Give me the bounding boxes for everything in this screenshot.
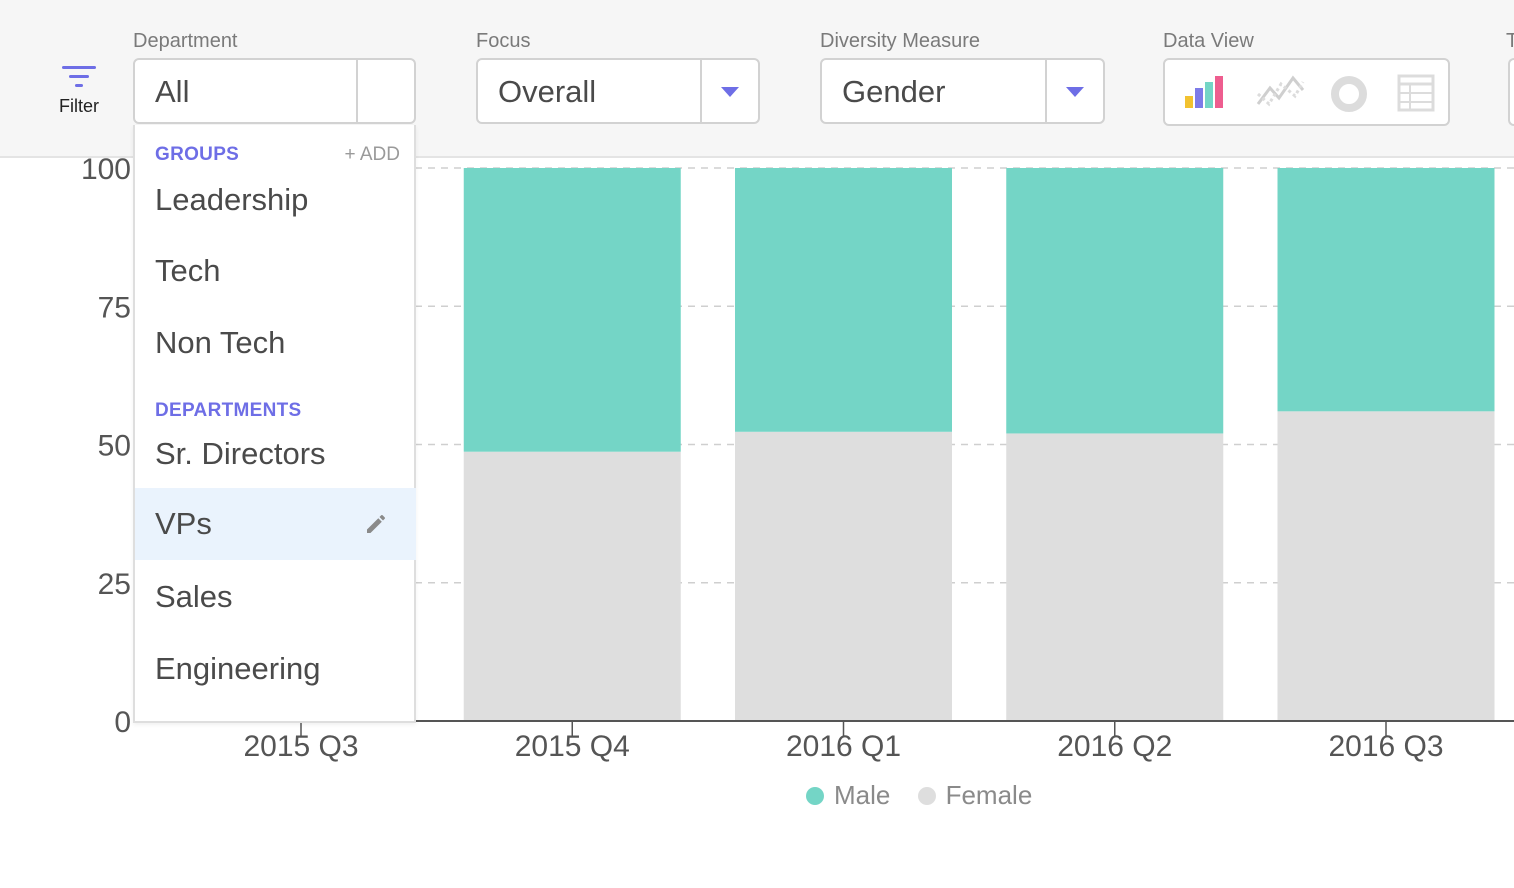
legend-item-female[interactable]: Female: [917, 780, 1033, 811]
bar-male[interactable]: [1006, 168, 1224, 434]
x-tick-label: 2016 Q3: [1328, 730, 1443, 763]
legend-label-male: Male: [834, 780, 891, 810]
bar-male[interactable]: [1277, 168, 1495, 412]
y-tick-label: 25: [98, 568, 131, 601]
dropdown-item-vps[interactable]: VPs: [135, 488, 416, 560]
table-icon[interactable]: [1397, 74, 1435, 112]
next-control-label: T: [1506, 30, 1514, 52]
department-value: All: [155, 74, 190, 109]
data-view-switcher: [1163, 58, 1450, 126]
legend-label-female: Female: [945, 780, 1033, 810]
filter-label: Filter: [59, 96, 99, 116]
x-tick-label: 2016 Q2: [1057, 730, 1172, 763]
stacked-bar-chart: 0 25 50 75 100 2015 Q3 2015 Q4 2016 Q1 2016 Q2 2…: [81, 156, 1514, 763]
chart-legend: Male Female: [806, 780, 1052, 811]
department-select[interactable]: All: [133, 58, 416, 124]
focus-toggle[interactable]: [700, 60, 758, 122]
bar-female[interactable]: [1006, 433, 1224, 721]
data-view-label: Data View: [1163, 30, 1254, 52]
x-tick-label: 2015 Q3: [243, 730, 358, 763]
y-tick-label: 50: [98, 430, 131, 463]
department-label: Department: [133, 30, 238, 52]
male-dot-icon: [806, 787, 824, 805]
bar-female[interactable]: [1277, 411, 1495, 721]
filter-icon: [62, 66, 96, 87]
filter-button[interactable]: Filter: [50, 64, 108, 124]
y-tick-label: 100: [81, 156, 131, 186]
pencil-icon[interactable]: [364, 512, 388, 536]
x-tick-label: 2015 Q4: [515, 730, 630, 763]
departments-heading: DEPARTMENTS: [155, 400, 302, 421]
next-control[interactable]: [1508, 58, 1514, 126]
x-tick-label: 2016 Q1: [786, 730, 901, 763]
donut-chart-icon[interactable]: [1329, 74, 1369, 114]
y-tick-label: 0: [114, 706, 131, 739]
department-dropdown: GROUPS + ADD Leadership Tech Non Tech DE…: [133, 125, 416, 723]
line-chart-icon[interactable]: [1255, 74, 1307, 110]
bar-chart-icon[interactable]: [1183, 74, 1229, 110]
dropdown-item-tech[interactable]: Tech: [155, 253, 221, 288]
bar-male[interactable]: [735, 168, 952, 432]
department-toggle[interactable]: [356, 60, 414, 122]
legend-item-male[interactable]: Male: [806, 780, 890, 811]
dropdown-item-non-tech[interactable]: Non Tech: [155, 325, 286, 360]
y-tick-label: 75: [98, 291, 131, 324]
female-dot-icon: [917, 787, 936, 805]
add-group-button[interactable]: + ADD: [344, 144, 400, 165]
chevron-down-icon: [721, 87, 739, 97]
dropdown-item-sales[interactable]: Sales: [155, 579, 233, 614]
dropdown-item-sr-directors[interactable]: Sr. Directors: [155, 436, 326, 471]
bar-female[interactable]: [735, 431, 952, 721]
chevron-down-icon: [1066, 87, 1084, 97]
focus-label: Focus: [476, 30, 531, 52]
focus-value: Overall: [498, 74, 597, 109]
bar-female[interactable]: [463, 451, 681, 721]
diversity-label: Diversity Measure: [820, 30, 981, 52]
bar-male[interactable]: [463, 168, 681, 452]
diversity-select[interactable]: Gender: [820, 58, 1105, 124]
diversity-toggle[interactable]: [1045, 60, 1103, 122]
groups-heading: GROUPS: [155, 144, 240, 165]
dropdown-item-vps-label: VPs: [155, 506, 212, 541]
dropdown-item-leadership[interactable]: Leadership: [155, 182, 309, 217]
dropdown-item-engineering[interactable]: Engineering: [155, 651, 321, 686]
diversity-value: Gender: [842, 74, 946, 109]
focus-select[interactable]: Overall: [476, 58, 760, 124]
